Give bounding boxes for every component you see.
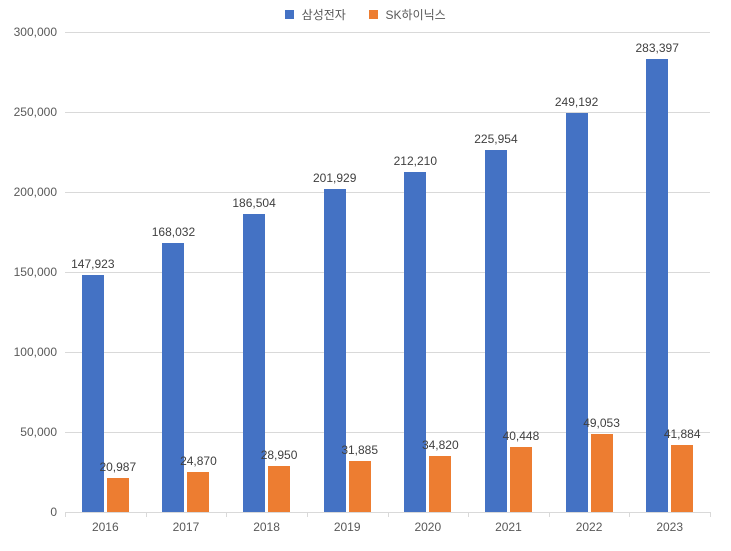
bar-series-1: 49,053	[591, 434, 613, 512]
bar-series-0: 186,504	[243, 214, 265, 512]
legend-label-0: 삼성전자	[302, 8, 346, 22]
y-axis-label: 150,000	[14, 265, 57, 279]
legend-label-1: SK하이닉스	[386, 8, 446, 22]
bar-data-label: 49,053	[577, 416, 627, 430]
x-axis-tick	[388, 512, 389, 517]
legend-item-series-0: 삼성전자	[285, 6, 346, 23]
bar-data-label: 212,210	[390, 154, 440, 168]
x-axis-label: 2018	[253, 520, 280, 534]
x-axis-tick	[65, 512, 66, 517]
bar-series-0: 168,032	[162, 243, 184, 512]
bar-data-label: 34,820	[415, 438, 465, 452]
plot-area: 050,000100,000150,000200,000250,000300,0…	[65, 32, 710, 512]
x-axis-tick	[629, 512, 630, 517]
gridline	[65, 192, 710, 193]
legend-swatch-0	[285, 10, 294, 19]
x-axis-label: 2019	[334, 520, 361, 534]
bar-series-1: 28,950	[268, 466, 290, 512]
y-axis-label: 200,000	[14, 185, 57, 199]
bar-data-label: 31,885	[335, 443, 385, 457]
legend: 삼성전자 SK하이닉스	[0, 6, 731, 23]
bar-data-label: 249,192	[552, 95, 602, 109]
legend-item-series-1: SK하이닉스	[369, 6, 446, 23]
bar-data-label: 168,032	[148, 225, 198, 239]
y-axis-label: 300,000	[14, 25, 57, 39]
x-axis-tick	[468, 512, 469, 517]
legend-swatch-1	[369, 10, 378, 19]
bar-data-label: 186,504	[229, 196, 279, 210]
x-axis-tick	[146, 512, 147, 517]
x-axis-label: 2016	[92, 520, 119, 534]
bar-series-1: 24,870	[187, 472, 209, 512]
x-axis-label: 2017	[173, 520, 200, 534]
bar-data-label: 283,397	[632, 41, 682, 55]
x-axis-tick	[710, 512, 711, 517]
x-axis-tick	[549, 512, 550, 517]
bar-series-1: 41,884	[671, 445, 693, 512]
bar-data-label: 41,884	[657, 427, 707, 441]
bar-series-0: 212,210	[404, 172, 426, 512]
bar-data-label: 201,929	[310, 171, 360, 185]
gridline	[65, 112, 710, 113]
bar-series-0: 283,397	[646, 59, 668, 512]
bar-data-label: 225,954	[471, 132, 521, 146]
bar-series-1: 20,987	[107, 478, 129, 512]
y-axis-label: 100,000	[14, 345, 57, 359]
x-axis-label: 2021	[495, 520, 522, 534]
bar-series-1: 31,885	[349, 461, 371, 512]
bar-series-0: 147,923	[82, 275, 104, 512]
bar-data-label: 40,448	[496, 429, 546, 443]
y-axis-label: 0	[50, 505, 57, 519]
gridline	[65, 32, 710, 33]
bar-chart: 삼성전자 SK하이닉스 050,000100,000150,000200,000…	[0, 0, 731, 551]
bar-series-1: 34,820	[429, 456, 451, 512]
bar-series-0: 225,954	[485, 150, 507, 512]
bar-series-0: 249,192	[566, 113, 588, 512]
x-axis-tick	[307, 512, 308, 517]
bar-series-1: 40,448	[510, 447, 532, 512]
y-axis-label: 250,000	[14, 105, 57, 119]
x-axis-tick	[226, 512, 227, 517]
bar-data-label: 20,987	[93, 460, 143, 474]
bar-series-0: 201,929	[324, 189, 346, 512]
bar-data-label: 147,923	[68, 257, 118, 271]
bar-data-label: 24,870	[173, 454, 223, 468]
x-axis-label: 2022	[576, 520, 603, 534]
bar-data-label: 28,950	[254, 448, 304, 462]
y-axis-label: 50,000	[20, 425, 57, 439]
x-axis-label: 2023	[656, 520, 683, 534]
x-axis-label: 2020	[414, 520, 441, 534]
